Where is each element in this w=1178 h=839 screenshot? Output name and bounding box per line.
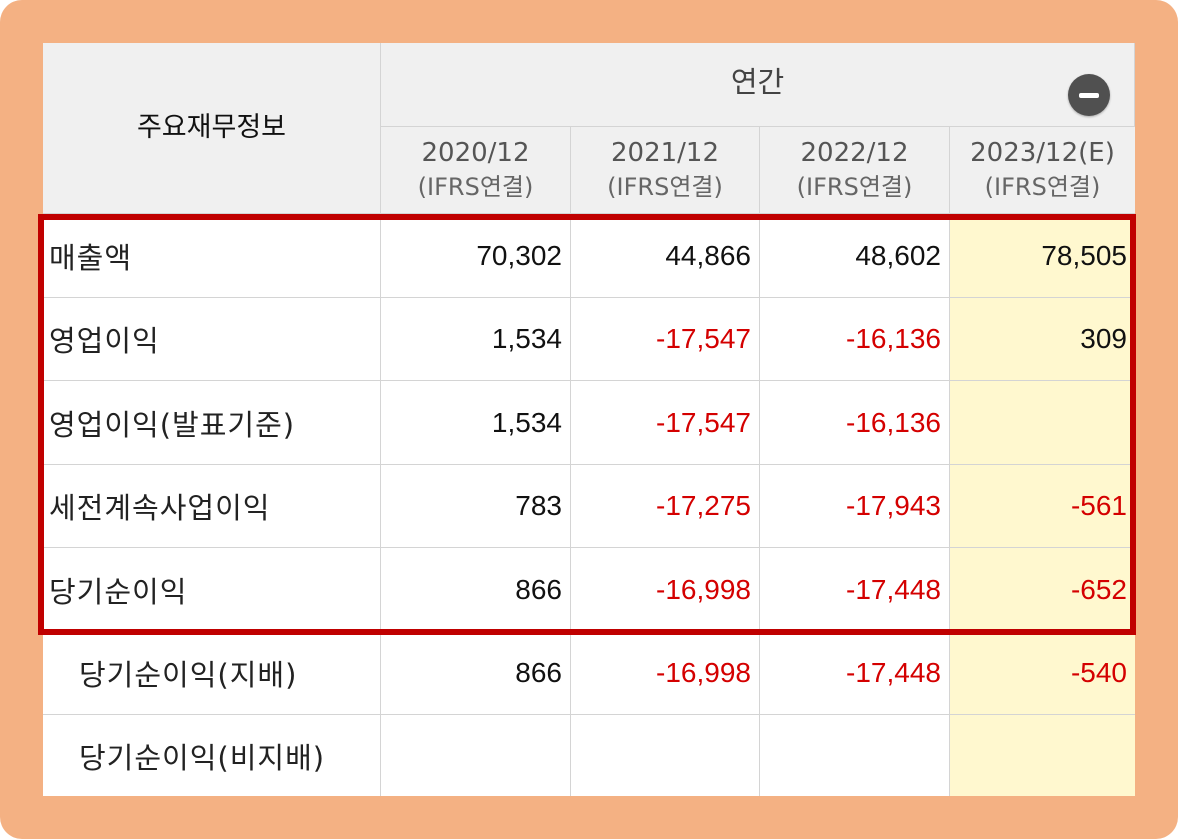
period-year: 2022/12	[800, 138, 909, 168]
table-cell: -16,136	[760, 381, 950, 465]
table-cell: -17,547	[571, 381, 760, 465]
table-cell: 309	[950, 298, 1135, 381]
period-header-2022: 2022/12 (IFRS연결)	[760, 127, 950, 214]
row-label-net-income-controlling: 당기순이익(지배)	[43, 632, 381, 715]
table-cell: 866	[381, 548, 571, 632]
table-cell: -652	[950, 548, 1135, 632]
table-cell: -16,998	[571, 632, 760, 715]
table-cell: -561	[950, 465, 1135, 548]
table-cell	[571, 715, 760, 796]
row-label-revenue: 매출액	[43, 214, 381, 298]
table-cell	[950, 715, 1135, 796]
table-cell: -17,275	[571, 465, 760, 548]
period-header-2023e: 2023/12(E) (IFRS연결)	[950, 127, 1135, 214]
table-cell: -540	[950, 632, 1135, 715]
table-cell	[950, 381, 1135, 465]
table-cell	[381, 715, 571, 796]
annual-group-label: 연간	[381, 43, 1135, 127]
table-cell: 78,505	[950, 214, 1135, 298]
table-cell: 783	[381, 465, 571, 548]
financial-summary-table: 주요재무정보 연간 2020/12 (IFRS연결) 2021/12 (IFRS…	[43, 43, 1135, 796]
period-basis: (IFRS연결)	[796, 173, 913, 201]
period-header-2020: 2020/12 (IFRS연결)	[381, 127, 571, 214]
row-label-operating-profit: 영업이익	[43, 298, 381, 381]
table-cell: -17,547	[571, 298, 760, 381]
table-cell: -17,943	[760, 465, 950, 548]
table-cell: 1,534	[381, 381, 571, 465]
row-label-net-income-noncontrolling: 당기순이익(비지배)	[43, 715, 381, 796]
period-year: 2023/12(E)	[970, 138, 1115, 168]
table-cell: 44,866	[571, 214, 760, 298]
table-cell: -16,998	[571, 548, 760, 632]
period-basis: (IFRS연결)	[607, 173, 723, 201]
table-cell	[760, 715, 950, 796]
period-header-2021: 2021/12 (IFRS연결)	[571, 127, 760, 214]
period-basis: (IFRS연결)	[417, 173, 534, 201]
table-cell: -17,448	[760, 548, 950, 632]
table-cell: 1,534	[381, 298, 571, 381]
row-label-pretax-income: 세전계속사업이익	[43, 465, 381, 548]
table-cell: -17,448	[760, 632, 950, 715]
table-cell: -16,136	[760, 298, 950, 381]
period-year: 2021/12	[610, 138, 719, 168]
period-basis: (IFRS연결)	[984, 173, 1101, 201]
row-label-operating-profit-reported: 영업이익(발표기준)	[43, 381, 381, 465]
period-year: 2020/12	[421, 138, 530, 168]
minus-circle-icon[interactable]	[1068, 74, 1110, 116]
table-cell: 866	[381, 632, 571, 715]
table-cell: 70,302	[381, 214, 571, 298]
row-label-net-income: 당기순이익	[43, 548, 381, 632]
table-cell: 48,602	[760, 214, 950, 298]
row-header-label: 주요재무정보	[43, 43, 381, 214]
